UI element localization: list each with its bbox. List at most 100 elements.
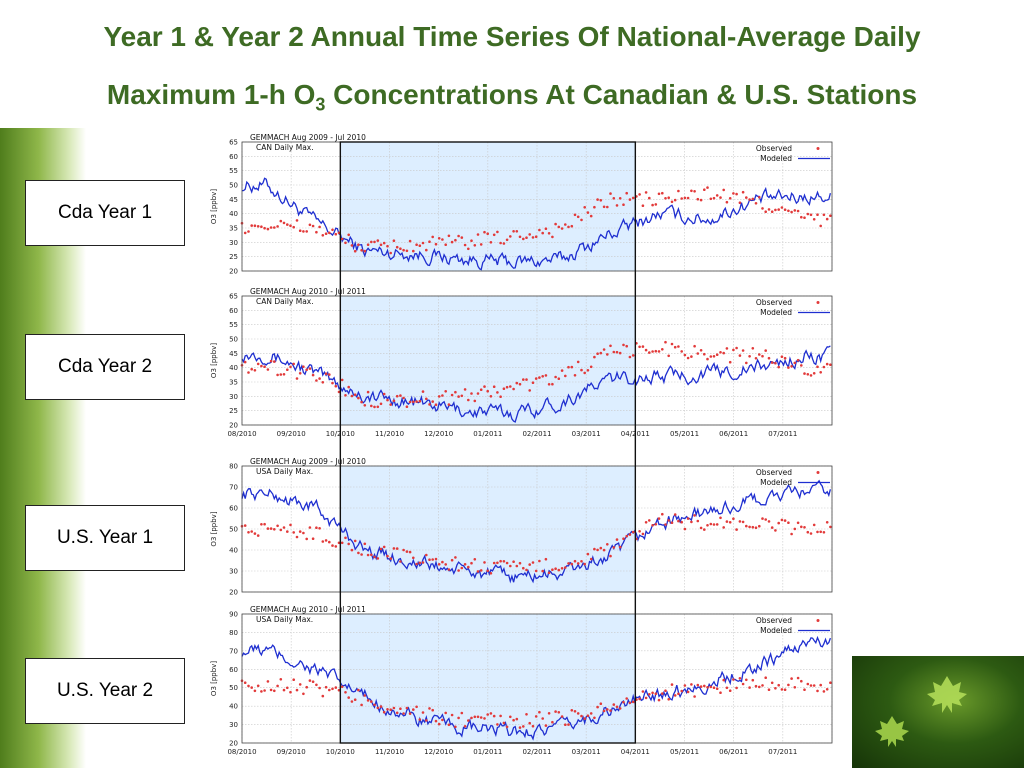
observed-point xyxy=(673,198,677,202)
observed-point xyxy=(289,224,292,227)
observed-point xyxy=(631,700,635,704)
x-tick-label: 12/2010 xyxy=(424,430,453,438)
observed-point xyxy=(780,688,784,691)
observed-point xyxy=(628,355,632,359)
observed-point xyxy=(415,562,418,566)
observed-point xyxy=(454,238,457,242)
observed-point xyxy=(735,346,738,350)
observed-point xyxy=(473,244,477,247)
observed-point xyxy=(800,215,803,219)
observed-point xyxy=(732,348,735,352)
observed-point xyxy=(370,700,373,703)
observed-point xyxy=(770,361,774,364)
y-tick-label: 50 xyxy=(229,684,238,692)
observed-point xyxy=(460,566,464,570)
observed-point xyxy=(250,530,253,533)
y-tick-label: 45 xyxy=(229,196,238,204)
observed-point xyxy=(664,523,667,526)
observed-point xyxy=(589,365,593,369)
observed-point xyxy=(648,693,651,696)
observed-point xyxy=(260,690,263,693)
observed-point xyxy=(693,190,696,193)
observed-point xyxy=(583,562,586,566)
observed-point xyxy=(421,390,425,393)
observed-point xyxy=(722,678,725,682)
observed-point xyxy=(803,372,806,375)
observed-point xyxy=(667,196,670,199)
observed-point xyxy=(541,717,544,720)
observed-point xyxy=(457,569,460,572)
observed-point xyxy=(809,684,813,687)
observed-point xyxy=(405,706,409,710)
observed-point xyxy=(425,397,428,401)
observed-point xyxy=(434,242,438,246)
observed-point xyxy=(528,721,531,725)
observed-point xyxy=(350,394,354,398)
observed-point xyxy=(286,223,289,226)
observed-point xyxy=(812,523,816,527)
observed-point xyxy=(463,563,467,566)
observed-point xyxy=(670,200,674,204)
observed-point xyxy=(253,224,257,227)
observed-point xyxy=(256,225,260,228)
observed-point xyxy=(686,690,690,694)
x-tick-label: 05/2011 xyxy=(670,748,699,756)
observed-point xyxy=(800,679,803,683)
observed-point xyxy=(551,720,554,724)
observed-point xyxy=(625,534,628,538)
chart-subtitle: USA Daily Max. xyxy=(256,615,313,624)
observed-point xyxy=(324,685,328,689)
observed-point xyxy=(774,529,777,532)
observed-point xyxy=(777,208,780,211)
observed-point xyxy=(428,707,431,710)
observed-point xyxy=(829,681,832,684)
observed-point xyxy=(444,243,448,246)
observed-point xyxy=(783,356,787,360)
observed-point xyxy=(709,685,713,689)
observed-point xyxy=(431,400,435,403)
y-tick-label: 35 xyxy=(229,379,238,387)
observed-point xyxy=(324,372,328,376)
observed-point xyxy=(525,713,528,716)
y-tick-label: 30 xyxy=(229,568,238,576)
y-tick-label: 60 xyxy=(229,307,238,315)
x-tick-label: 08/2010 xyxy=(227,430,256,438)
observed-point xyxy=(719,516,722,520)
legend-modeled-label: Modeled xyxy=(760,308,792,317)
y-axis-label: O3 [ppbv] xyxy=(210,343,218,378)
observed-point xyxy=(434,403,438,407)
observed-point xyxy=(761,354,764,358)
observed-point xyxy=(680,520,683,524)
observed-point xyxy=(560,567,564,570)
observed-point xyxy=(761,517,764,520)
observed-point xyxy=(602,548,606,552)
observed-point xyxy=(625,191,628,195)
observed-point xyxy=(247,230,250,233)
observed-point xyxy=(589,712,593,715)
observed-point xyxy=(399,707,402,710)
observed-point xyxy=(502,721,506,725)
observed-point xyxy=(260,523,263,526)
observed-point xyxy=(599,351,603,355)
observed-point xyxy=(282,221,286,225)
observed-point xyxy=(353,249,357,253)
observed-point xyxy=(589,557,593,561)
observed-point xyxy=(622,203,625,206)
observed-point xyxy=(486,569,490,573)
observed-point xyxy=(499,395,502,399)
observed-point xyxy=(492,385,496,389)
observed-point xyxy=(712,355,716,358)
y-tick-label: 50 xyxy=(229,182,238,190)
observed-point xyxy=(741,190,745,194)
observed-point xyxy=(696,683,700,687)
observed-point xyxy=(586,211,590,214)
observed-point xyxy=(467,398,470,402)
observed-point xyxy=(644,348,648,352)
observed-point xyxy=(363,249,367,253)
observed-point xyxy=(250,367,253,371)
plot-frame xyxy=(241,465,833,593)
observed-point xyxy=(370,240,373,244)
observed-point xyxy=(531,561,535,564)
observed-point xyxy=(260,225,263,228)
observed-point xyxy=(496,561,499,565)
